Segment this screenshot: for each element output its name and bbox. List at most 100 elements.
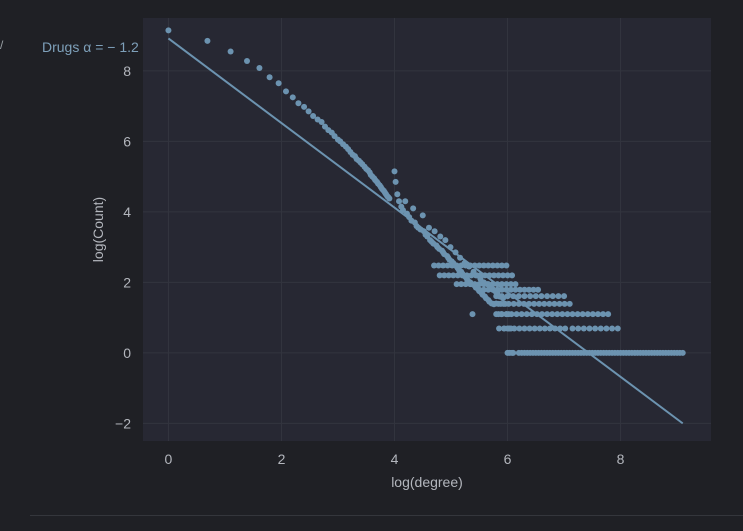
data-point [445,272,452,279]
data-point [569,325,576,332]
data-point [441,272,448,279]
data-point [512,286,519,293]
data-point [480,281,487,288]
data-point [561,293,568,300]
data-point [507,281,514,288]
data-point [467,281,474,288]
data-point [476,262,483,269]
data-point [589,311,596,318]
x-tick-label: 2 [278,451,286,467]
data-point [496,325,503,332]
data-point [605,311,612,318]
data-point [530,286,537,293]
data-point [510,349,517,356]
data-point [431,228,438,235]
data-point [266,74,273,81]
data-point [507,286,514,293]
data-point [561,300,568,307]
data-point [554,311,561,318]
data-point [579,311,586,318]
data-point [275,80,282,87]
data-point [454,272,461,279]
data-point [538,293,545,300]
data-point [584,311,591,318]
data-point [495,272,502,279]
data-point [419,212,426,219]
data-point [523,311,530,318]
x-axis-label: log(degree) [391,474,463,490]
data-point [449,262,456,269]
data-point [463,272,470,279]
data-point [498,262,505,269]
data-point [489,262,496,269]
data-point [526,300,533,307]
data-point [453,262,460,269]
data-point [597,325,604,332]
x-tick-label: 4 [391,451,399,467]
data-point [476,286,483,293]
data-point [609,325,616,332]
x-tick-label: 6 [504,451,512,467]
data-point [564,311,571,318]
data-point [243,58,250,65]
data-point [440,262,447,269]
data-point [458,281,465,288]
data-point [526,325,533,332]
data-point [532,293,539,300]
data-point [544,293,551,300]
data-point [490,272,497,279]
y-tick-label: 6 [123,133,131,149]
data-point [396,198,403,205]
data-point [521,325,528,332]
data-point [574,311,581,318]
data-point [531,300,538,307]
data-point [510,300,517,307]
data-point [442,237,449,244]
data-point [603,325,610,332]
data-point [489,286,496,293]
data-point [586,325,593,332]
data-point [536,325,543,332]
data-point [391,168,398,175]
x-tick-label: 0 [165,451,173,467]
data-point [431,262,438,269]
data-point [503,262,510,269]
data-point [516,325,523,332]
y-tick-label: 8 [123,63,131,79]
data-point [504,272,511,279]
data-point [504,349,511,356]
data-point [485,262,492,269]
data-point [165,27,172,34]
data-point [505,300,512,307]
data-point [425,224,432,231]
data-point [679,349,686,356]
data-point [513,311,520,318]
data-point [394,191,401,198]
data-point [386,195,393,202]
data-point [527,293,534,300]
data-point [501,325,508,332]
data-point [503,311,510,318]
data-point [512,281,519,288]
data-point [539,311,546,318]
data-point [204,37,211,44]
data-point [592,325,599,332]
data-point [485,286,492,293]
data-point [282,88,289,95]
data-point [562,325,569,332]
data-point [614,325,621,332]
data-point [392,178,399,185]
data-point [600,311,607,318]
data-point [575,325,582,332]
data-point [444,262,451,269]
data-point [498,311,505,318]
data-point [500,300,507,307]
data-point [436,272,443,279]
data-point [410,205,417,212]
data-point [453,281,460,288]
data-point [471,281,478,288]
data-point [594,311,601,318]
data-point [462,262,469,269]
